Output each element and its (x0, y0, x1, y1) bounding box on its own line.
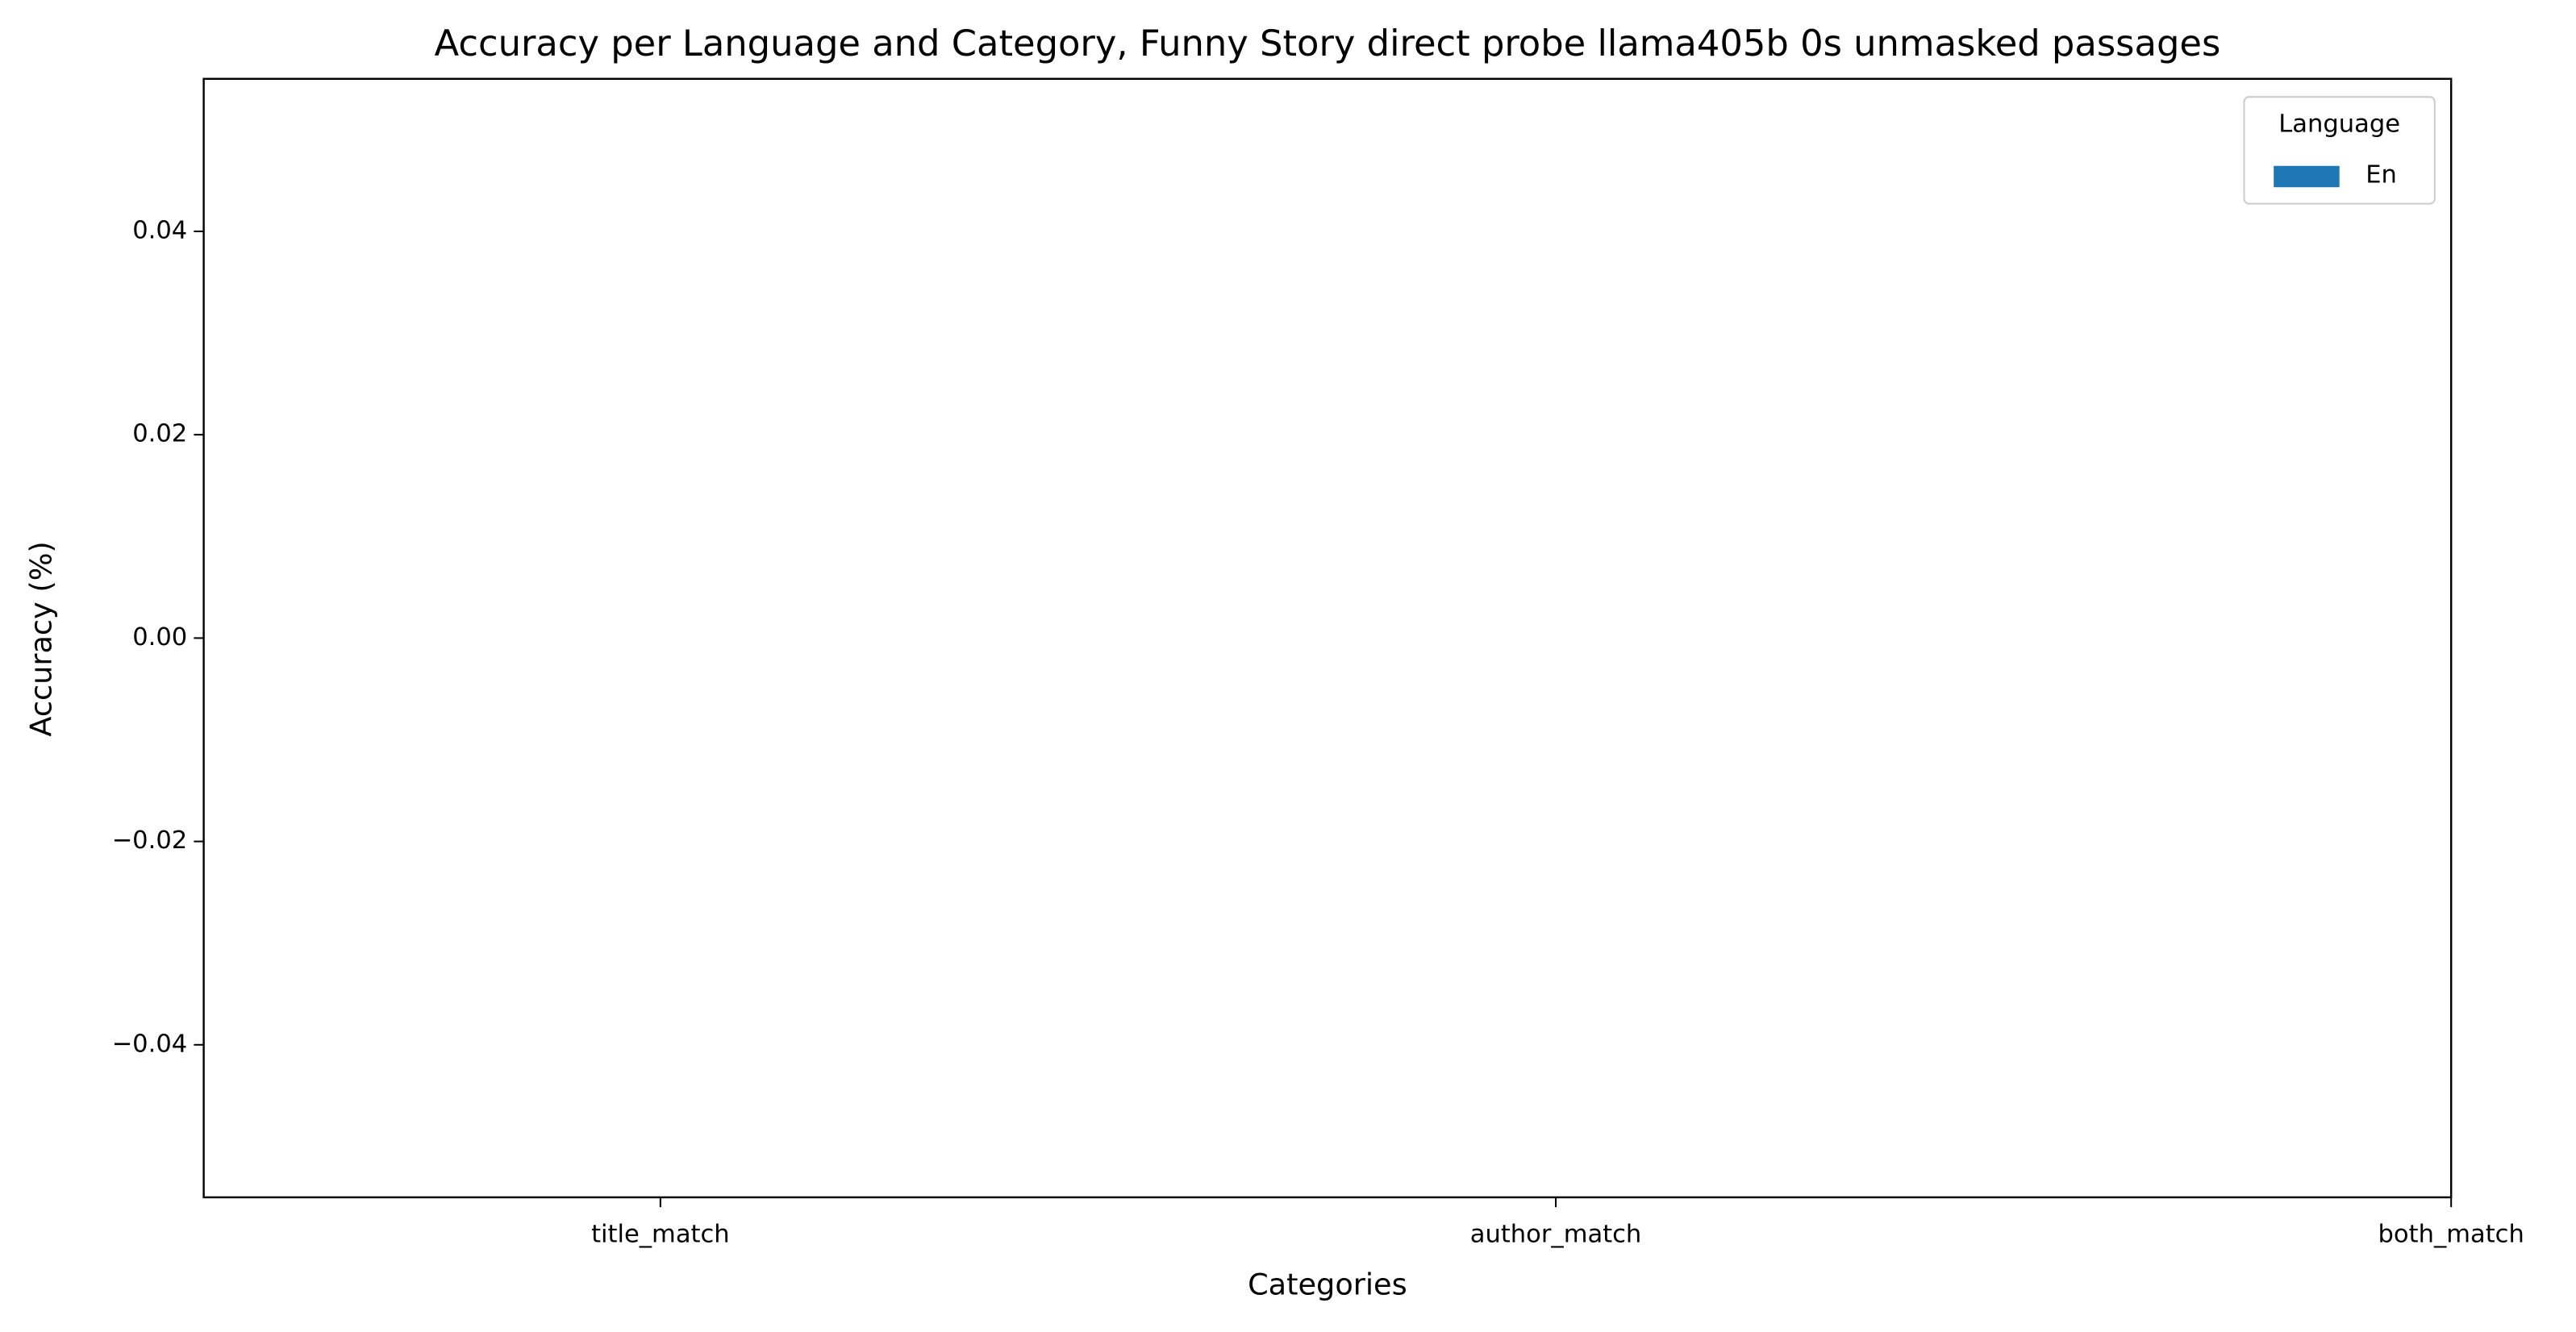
y-tick-label: 0.02 (132, 420, 187, 448)
legend-label: En (2366, 160, 2397, 189)
y-tick-label: 0.04 (132, 216, 187, 244)
chart-title: Accuracy per Language and Category, Funn… (434, 22, 2220, 65)
y-tick-label: −0.04 (112, 1030, 188, 1058)
legend-title: Language (2278, 110, 2400, 138)
x-axis-label: Categories (1248, 1267, 1407, 1301)
y-tick-label: −0.02 (112, 826, 188, 855)
x-tick-label: title_match (591, 1220, 730, 1248)
y-axis-label: Accuracy (%) (23, 541, 58, 736)
legend-swatch (2274, 165, 2340, 188)
x-tick-label: author_match (1470, 1220, 1642, 1248)
y-tick-label: 0.00 (132, 623, 187, 651)
x-tick-label: both_match (2378, 1220, 2524, 1248)
